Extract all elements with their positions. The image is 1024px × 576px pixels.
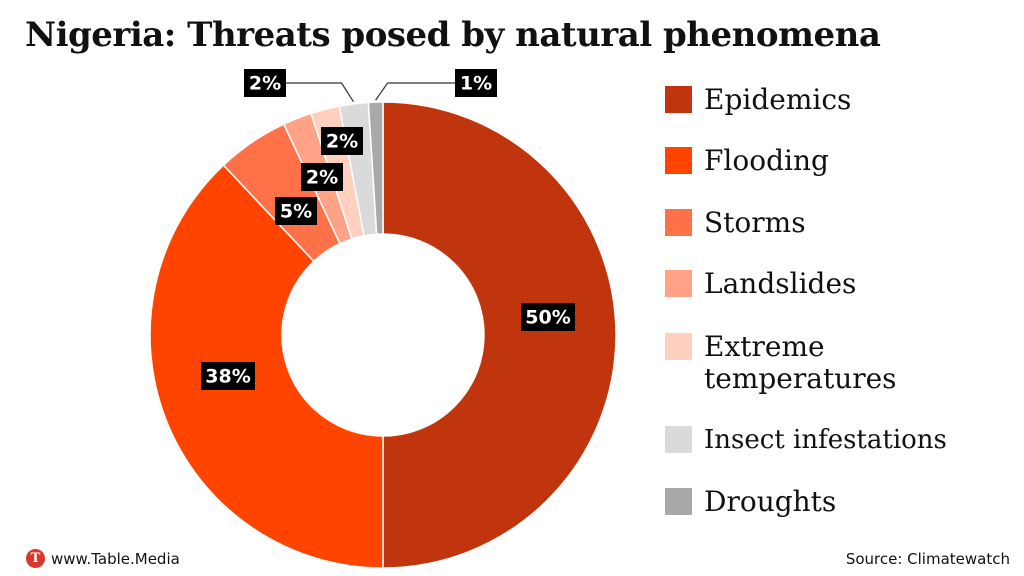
data-label-text-extreme-temperatures: 2% <box>326 131 358 153</box>
brand: T www.Table.Media <box>26 549 180 568</box>
data-label-box-flooding <box>201 362 255 390</box>
legend-label-extreme-temperatures: Extreme temperatures <box>704 330 897 395</box>
legend-swatch-epidemics <box>665 86 692 113</box>
data-label-flooding: 38% <box>201 362 255 390</box>
source-note: Source: Climatewatch <box>845 550 1010 568</box>
data-label-storms: 5% <box>275 197 317 225</box>
data-label-box-landslides <box>301 163 343 191</box>
slice-flooding <box>149 164 384 569</box>
legend-label-epidemics: Epidemics <box>704 83 852 116</box>
data-label-box-droughts <box>455 69 497 97</box>
slice-droughts <box>367 101 384 235</box>
slice-epidemics <box>382 101 617 569</box>
data-label-extreme-temperatures: 2% <box>321 127 363 155</box>
legend-item-droughts: Droughts <box>665 480 836 518</box>
legend-item-epidemics: Epidemics <box>665 78 851 116</box>
donut-slices <box>149 101 617 569</box>
legend-item-extreme-temperatures: Extreme temperatures <box>665 325 934 395</box>
data-label-text-landslides: 2% <box>306 167 338 189</box>
legend-swatch-extreme-temperatures <box>665 333 692 360</box>
legend-swatch-droughts <box>665 488 692 515</box>
legend-item-insect-infestations: Insect infestations <box>665 418 947 456</box>
legend-label-flooding: Flooding <box>704 144 829 177</box>
legend-swatch-insect-infestations <box>665 426 692 453</box>
data-label-text-droughts: 1% <box>460 73 492 95</box>
chart-title: Nigeria: Threats posed by natural phenom… <box>25 15 881 55</box>
leader-line-droughts <box>375 82 455 101</box>
data-label-box-storms <box>275 197 317 225</box>
data-label-text-epidemics: 50% <box>525 307 570 329</box>
legend-label-insect-infestations: Insect infestations <box>704 425 947 455</box>
data-label-box-epidemics <box>521 303 575 331</box>
data-label-landslides: 2% <box>301 163 343 191</box>
leader-line-insect-infestations <box>286 82 355 103</box>
label-leader-lines <box>286 82 455 103</box>
data-label-box-insect-infestations <box>244 69 286 97</box>
data-label-text-flooding: 38% <box>205 366 250 388</box>
legend-item-landslides: Landslides <box>665 262 856 300</box>
data-label-insect-infestations: 2% <box>244 69 286 97</box>
legend-label-storms: Storms <box>704 206 806 239</box>
legend-item-flooding: Flooding <box>665 139 829 177</box>
brand-url: www.Table.Media <box>51 549 180 568</box>
table-media-logo-icon: T <box>26 549 45 568</box>
data-label-text-insect-infestations: 2% <box>249 73 281 95</box>
legend-item-storms: Storms <box>665 201 806 239</box>
legend-swatch-landslides <box>665 270 692 297</box>
legend-label-droughts: Droughts <box>704 485 837 518</box>
legend-swatch-flooding <box>665 147 692 174</box>
data-labels: 50% 38% 5% 2% 2% 2% 1% <box>201 69 575 390</box>
legend-label-landslides: Landslides <box>704 267 857 300</box>
data-label-epidemics: 50% <box>521 303 575 331</box>
legend-swatch-storms <box>665 209 692 236</box>
data-label-droughts: 1% <box>455 69 497 97</box>
data-label-box-extreme-temperatures <box>321 127 363 155</box>
data-label-text-storms: 5% <box>280 201 312 223</box>
